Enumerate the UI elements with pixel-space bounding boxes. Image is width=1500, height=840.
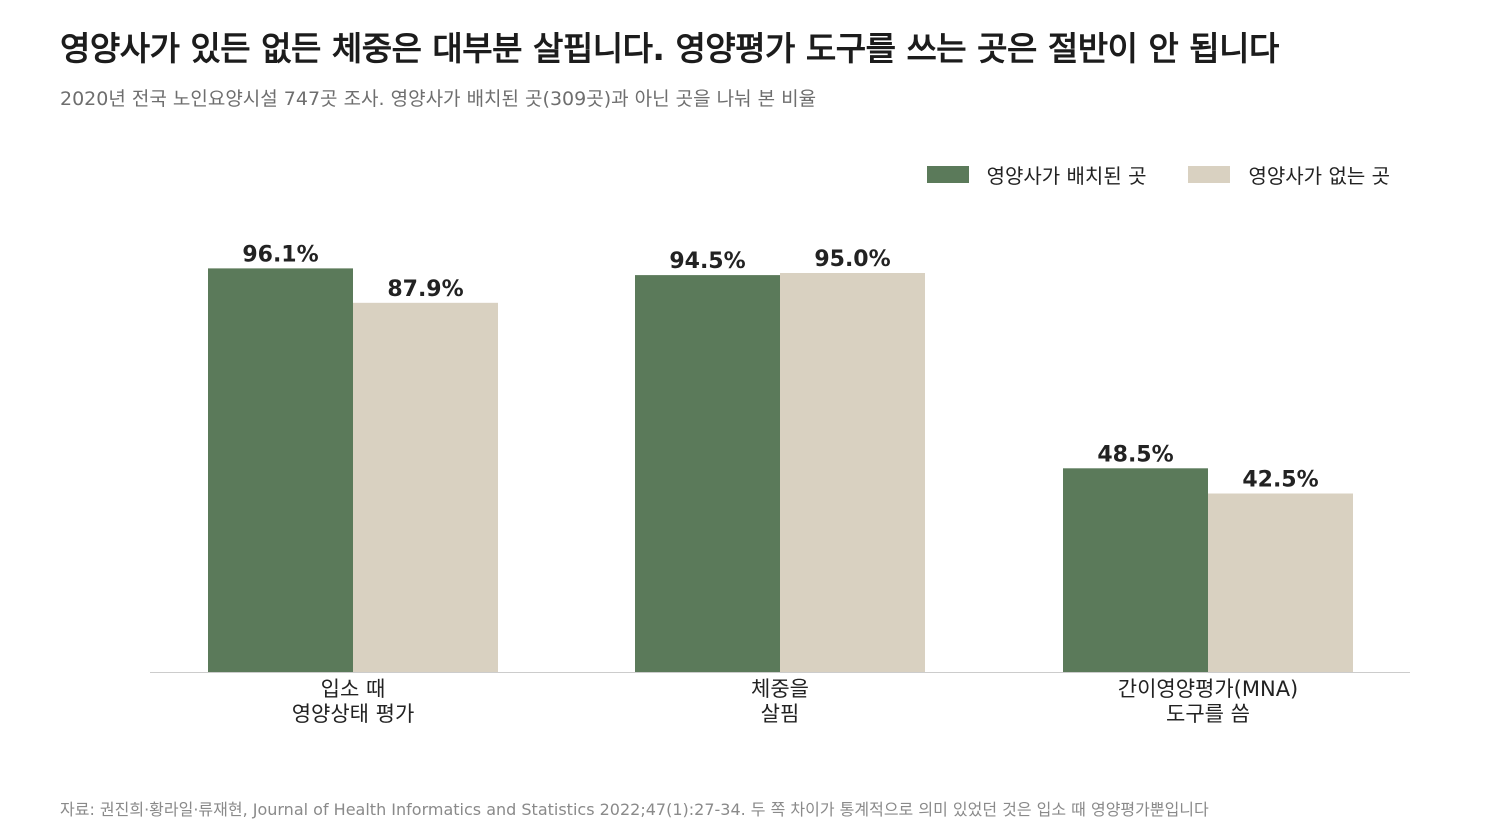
chart-subtitle: 2020년 전국 노인요양시설 747곳 조사. 영양사가 배치된 곳(309곳… [60, 88, 817, 110]
legend-entry-without-dietitian: 영양사가 없는 곳 [1188, 160, 1390, 189]
data-label-without-2: 42.5% [1242, 468, 1318, 493]
data-label-with-0: 96.1% [242, 242, 318, 267]
legend-swatch-without-dietitian [1188, 166, 1231, 183]
category-label-1: 체중을 살핌 [751, 677, 809, 726]
source-footnote: 자료: 권진희·황라일·류재현, Journal of Health Infor… [60, 800, 1209, 819]
data-label-without-1: 95.0% [814, 247, 890, 272]
category-label-2: 간이영양평가(MNA) 도구를 씀 [1118, 677, 1299, 726]
bar-with-1 [635, 275, 780, 672]
bar-without-2 [1208, 493, 1353, 672]
bar-with-2 [1063, 468, 1208, 672]
data-label-with-1: 94.5% [669, 249, 745, 274]
bar-without-1 [780, 273, 925, 672]
legend-entry-with-dietitian: 영양사가 배치된 곳 [926, 160, 1147, 189]
chart-title: 영양사가 있든 없든 체중은 대부분 살핍니다. 영양평가 도구를 쓰는 곳은 … [60, 29, 1279, 68]
category-label-0: 입소 때 영양상태 평가 [292, 677, 415, 726]
data-label-with-2: 48.5% [1097, 442, 1173, 467]
legend-label-without-dietitian: 영양사가 없는 곳 [1248, 164, 1390, 188]
data-label-without-0: 87.9% [387, 277, 463, 302]
legend-label-with-dietitian: 영양사가 배치된 곳 [986, 164, 1147, 188]
bar-with-0 [208, 268, 353, 672]
legend: 영양사가 배치된 곳 영양사가 없는 곳 [926, 160, 1390, 189]
legend-swatch-with-dietitian [926, 166, 969, 183]
bar-without-0 [353, 302, 498, 672]
